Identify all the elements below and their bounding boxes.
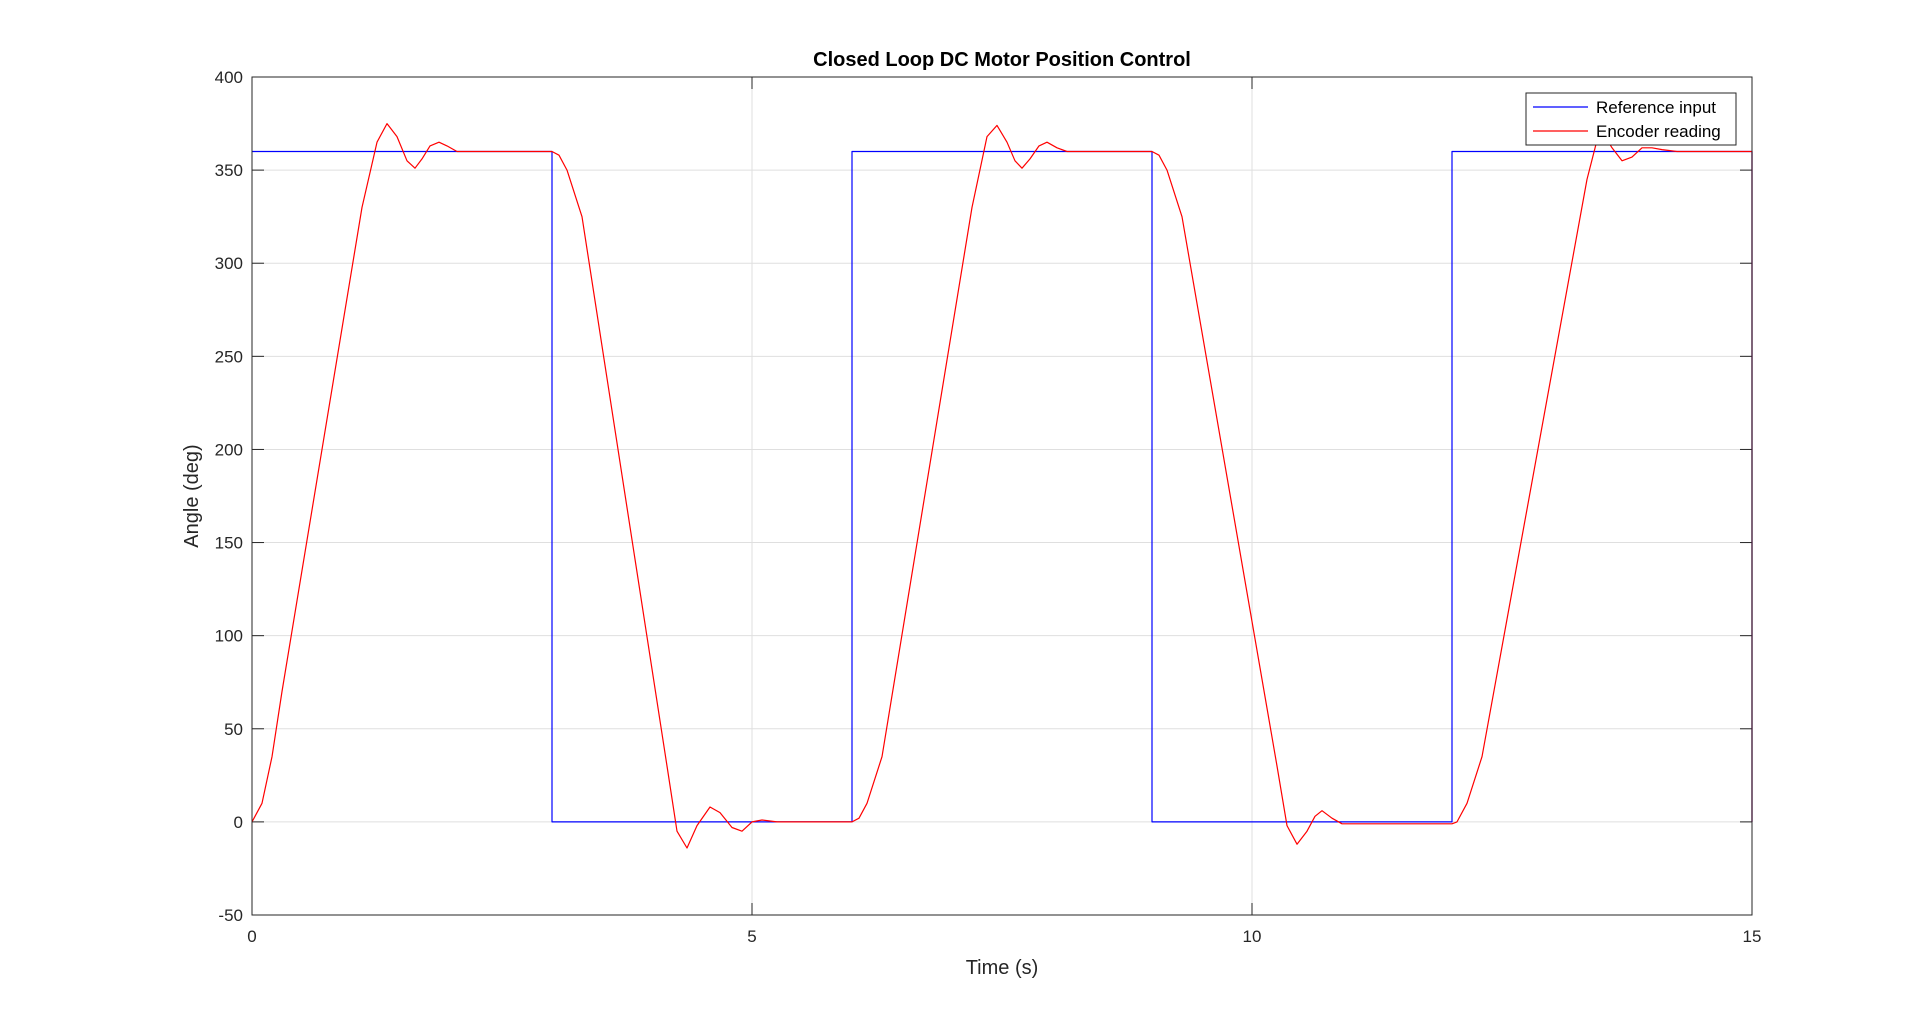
series-line-encoder-reading	[251, 122, 1753, 849]
legend-label-reference: Reference input	[1596, 98, 1716, 117]
y-tick-label: 350	[215, 161, 243, 180]
y-tick-label: 250	[215, 347, 243, 366]
y-axis-label: Angle (deg)	[181, 444, 203, 547]
x-tick-label: 15	[1743, 927, 1762, 946]
y-tick-label: 150	[215, 534, 243, 553]
series-lines	[251, 122, 1753, 849]
legend[interactable]: Reference input Encoder reading	[1525, 92, 1737, 146]
y-tick-label: 0	[234, 813, 243, 832]
x-axis-label: Time (s)	[966, 957, 1039, 979]
y-tick-label: 200	[215, 440, 243, 459]
y-tick-label: 300	[215, 254, 243, 273]
plot-area	[252, 77, 1752, 915]
y-tick-label: 100	[215, 627, 243, 646]
chart-title: Closed Loop DC Motor Position Control	[813, 49, 1191, 71]
legend-box	[1525, 92, 1737, 146]
x-tick-label: 10	[1243, 927, 1262, 946]
x-tick-label: 5	[747, 927, 756, 946]
x-tick-label: 0	[247, 927, 256, 946]
plot-frame	[251, 76, 1753, 916]
legend-label-encoder: Encoder reading	[1596, 122, 1721, 141]
y-tick-label: 400	[215, 68, 243, 87]
y-tick-label: -50	[218, 906, 243, 925]
y-tick-label: 50	[224, 720, 243, 739]
